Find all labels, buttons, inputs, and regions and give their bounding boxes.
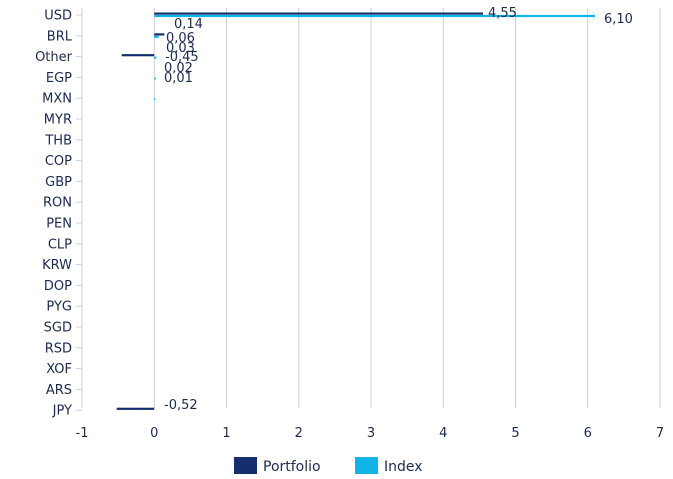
data-label-portfolio-jpy: -0,52 [164,398,198,413]
y-tick-label-mxn: MXN [42,92,72,107]
y-tick-label-pyg: PYG [46,300,72,315]
bar-index-egp [154,77,156,80]
y-tick-label-brl: BRL [47,29,73,44]
bar-index-usd [154,14,595,18]
x-tick-label-2: 1 [222,426,230,441]
legend-label-index: Index [384,459,423,475]
bar-portfolio-jpy [116,407,155,410]
y-tick-label-jpy: JPY [52,404,72,419]
data-label-index-mxn: 0,01 [164,71,193,86]
data-label-index-other: 0,03 [166,41,195,56]
x-tick-label-3: 2 [295,426,303,441]
x-tick-label-5: 4 [439,426,447,441]
bar-portfolio-usd [154,12,483,15]
bar-portfolio-other [121,54,155,57]
bar-portfolio-brl [154,33,165,36]
y-tick-label-usd: USD [44,9,72,24]
bar-index-other [154,56,157,59]
x-tick-label-4: 3 [367,426,375,441]
y-tick-label-krw: KRW [42,258,72,273]
y-tick-label-thb: THB [44,133,72,148]
x-tick-label-6: 5 [511,426,519,441]
x-tick-label-8: 7 [656,426,664,441]
y-tick-label-dop: DOP [44,279,72,294]
y-tick-label-pen: PEN [46,217,72,232]
y-tick-label-other: Other [35,50,73,65]
data-label-portfolio-brl: 0,14 [174,17,203,32]
legend-swatch-index [355,457,378,474]
x-tick-label-0: -1 [76,426,89,441]
y-tick-label-cop: COP [45,154,72,169]
data-label-index-egp: 0,02 [164,61,193,76]
legend-label-portfolio: Portfolio [263,459,321,475]
y-tick-label-rsd: RSD [45,341,72,356]
data-label-index-usd: 6,10 [604,12,633,27]
y-tick-label-ron: RON [43,196,72,211]
y-tick-label-clp: CLP [48,237,72,252]
legend-swatch-portfolio [234,457,257,474]
x-tick-label-7: 6 [584,426,592,441]
y-tick-label-ars: ARS [46,383,72,398]
data-label-index-brl: 0,06 [166,31,195,46]
bar-index-mxn [154,98,156,101]
y-tick-label-xof: XOF [46,362,72,377]
y-tick-label-gbp: GBP [45,175,72,190]
bar-index-brl [154,35,159,38]
y-tick-label-myr: MYR [44,113,72,128]
y-tick-label-sgd: SGD [44,321,72,336]
y-tick-label-egp: EGP [46,71,72,86]
x-tick-label-1: 0 [150,426,158,441]
data-label-portfolio-usd: 4,55 [488,6,517,21]
data-label-portfolio-other: -0,45 [165,50,199,65]
